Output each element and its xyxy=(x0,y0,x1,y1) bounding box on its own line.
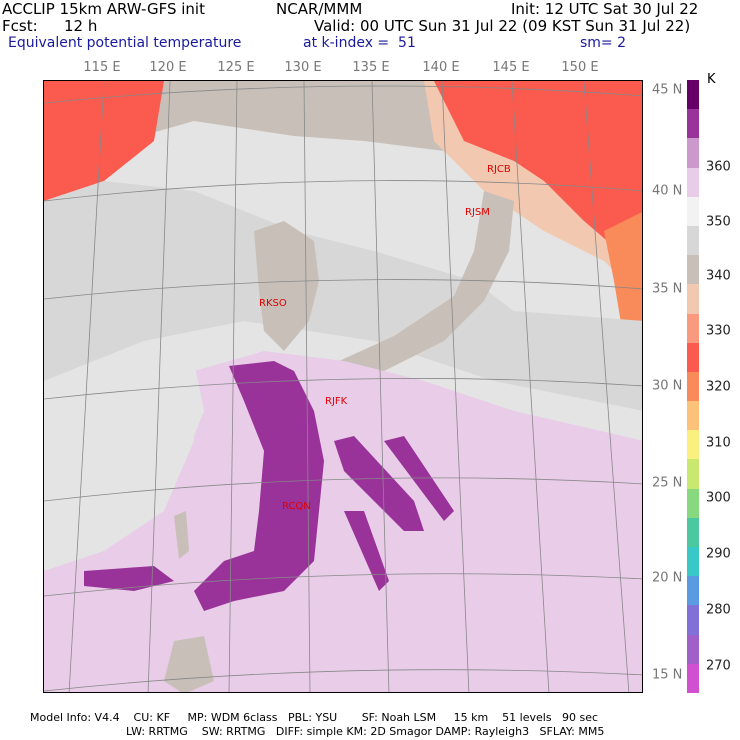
colorbar-swatch xyxy=(687,255,699,285)
station-rcqn: RCQN xyxy=(282,501,311,512)
valid-time: Valid: 00 UTC Sun 31 Jul 22 (09 KST Sun … xyxy=(314,17,691,35)
lon-line-120 xyxy=(147,81,171,692)
moist-band-2 xyxy=(384,436,454,521)
colorbar-unit: K xyxy=(707,72,716,87)
mid-gray-zone xyxy=(44,181,642,411)
lon-line-140 xyxy=(441,81,470,692)
colorbar-swatch xyxy=(687,138,699,169)
colorbar-swatch xyxy=(687,605,699,636)
colorbar-swatch xyxy=(687,196,699,227)
lon-line-135 xyxy=(371,81,390,692)
colorbar xyxy=(687,80,699,694)
lat-label-40: 40 N xyxy=(652,183,683,199)
smoothing-label: sm= 2 xyxy=(580,35,627,51)
org-label: NCAR/MMM xyxy=(276,0,363,18)
colorbar-swatch xyxy=(687,284,699,315)
colorbar-label-320: 320 xyxy=(706,379,731,395)
lon-line-130 xyxy=(303,81,311,692)
colorbar-label-360: 360 xyxy=(706,159,731,175)
hot-zone-ne xyxy=(434,81,642,288)
colorbar-swatch xyxy=(687,342,699,373)
lon-line-150 xyxy=(583,81,630,692)
land-taiwan xyxy=(174,511,189,559)
forecast-hour: 12 h xyxy=(64,17,98,35)
colorbar-label-280: 280 xyxy=(706,602,731,618)
land-china xyxy=(44,341,204,571)
warm-zone-nw xyxy=(44,81,164,201)
lon-label-130: 130 E xyxy=(284,60,322,75)
lon-label-140: 140 E xyxy=(422,60,460,75)
lat-line-25 xyxy=(44,477,642,502)
moist-band-3 xyxy=(344,511,389,591)
colorbar-swatch xyxy=(687,634,699,665)
moist-core xyxy=(194,361,324,611)
colorbar-swatch xyxy=(687,313,699,344)
model-title: ACCLIP 15km ARW-GFS init xyxy=(2,0,205,18)
colorbar-label-330: 330 xyxy=(706,323,731,339)
field-name: Equivalent potential temperature xyxy=(8,35,242,51)
lat-line-30 xyxy=(44,378,642,400)
colorbar-swatch xyxy=(687,576,699,606)
init-time: Init: 12 UTC Sat 30 Jul 22 xyxy=(511,0,699,18)
lon-label-145: 145 E xyxy=(492,60,530,75)
colorbar-label-310: 310 xyxy=(706,435,731,451)
colorbar-swatch xyxy=(687,401,699,431)
station-rjcb: RJCB xyxy=(487,164,511,175)
lon-line-125 xyxy=(228,81,238,692)
colorbar-label-270: 270 xyxy=(706,658,731,674)
land-japan xyxy=(339,191,514,381)
land-philippines xyxy=(164,636,214,692)
lon-line-115 xyxy=(68,81,105,692)
lat-label-35: 35 N xyxy=(652,281,683,297)
lat-line-15 xyxy=(44,669,642,692)
colorbar-label-340: 340 xyxy=(706,268,731,284)
colorbar-swatch xyxy=(687,371,699,402)
lat-line-40 xyxy=(44,180,642,202)
colorbar-swatch xyxy=(687,517,699,548)
colorbar-swatch xyxy=(687,663,699,694)
map-panel[interactable]: RJCB RJSM RKSO RJFK RCQN xyxy=(43,80,643,693)
lon-label-115: 115 E xyxy=(83,60,121,75)
lat-label-20: 20 N xyxy=(652,570,683,586)
moist-band-4 xyxy=(84,566,174,591)
forecast-label: Fcst: xyxy=(2,17,38,35)
footer-physics-info: LW: RRTMG SW: RRTMG DIFF: simple KM: 2D … xyxy=(126,725,605,738)
moist-band-1 xyxy=(334,436,424,531)
colorbar-swatch xyxy=(687,167,699,198)
station-rkso: RKSO xyxy=(259,298,287,309)
lon-label-150: 150 E xyxy=(561,60,599,75)
lon-label-125: 125 E xyxy=(217,60,255,75)
level-index: at k-index = 51 xyxy=(303,35,416,51)
lat-line-35 xyxy=(44,279,642,300)
colorbar-swatch xyxy=(687,225,699,256)
colorbar-swatch xyxy=(687,80,699,110)
lat-line-45 xyxy=(44,85,642,104)
lat-label-30: 30 N xyxy=(652,378,683,394)
lat-line-20 xyxy=(44,573,642,597)
colorbar-swatch xyxy=(687,430,699,460)
lon-label-120: 120 E xyxy=(149,60,187,75)
colorbar-swatch xyxy=(687,109,699,139)
lat-label-45: 45 N xyxy=(652,82,683,98)
colorbar-label-350: 350 xyxy=(706,214,731,230)
station-rjfk: RJFK xyxy=(325,396,348,407)
colorbar-label-290: 290 xyxy=(706,546,731,562)
footer-model-info: Model Info: V4.4 CU: KF MP: WDM 6class P… xyxy=(30,711,599,724)
colorbar-swatch xyxy=(687,488,699,519)
lon-label-135: 135 E xyxy=(352,60,390,75)
colorbar-label-300: 300 xyxy=(706,490,731,506)
lat-label-25: 25 N xyxy=(652,475,683,491)
station-rjsm: RJSM xyxy=(465,207,490,218)
lon-line-145 xyxy=(511,81,550,692)
colorbar-swatch xyxy=(687,547,699,577)
land-korea xyxy=(254,221,319,351)
moist-zone-south xyxy=(44,351,642,692)
colorbar-swatch xyxy=(687,459,699,490)
lat-label-15: 15 N xyxy=(652,667,683,683)
